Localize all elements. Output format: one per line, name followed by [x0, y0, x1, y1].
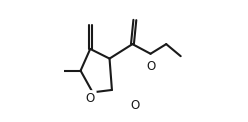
- Text: O: O: [86, 92, 95, 105]
- Text: O: O: [130, 99, 139, 112]
- Text: O: O: [147, 60, 156, 73]
- Text: O: O: [86, 92, 95, 105]
- Text: O: O: [130, 99, 139, 112]
- Text: O: O: [147, 60, 156, 73]
